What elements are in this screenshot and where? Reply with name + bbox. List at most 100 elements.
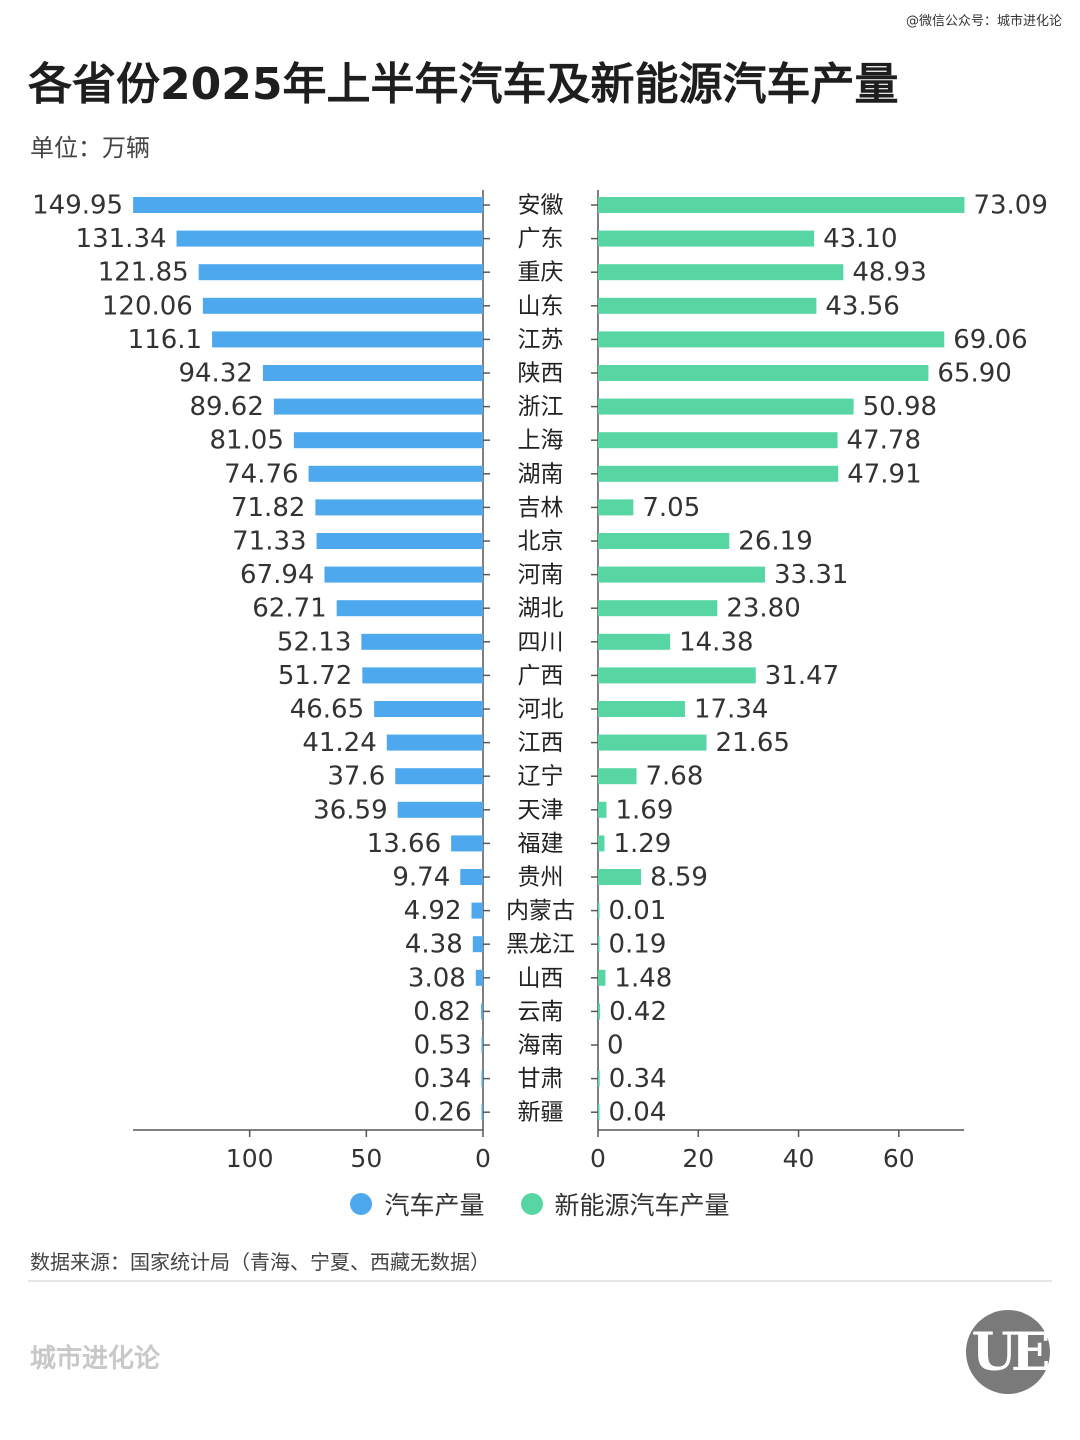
car-value-label: 121.85 — [98, 258, 189, 288]
nev-bar — [598, 1070, 600, 1087]
right-x-tick-label: 20 — [682, 1144, 714, 1173]
nev-bar — [598, 365, 929, 381]
nev-bar — [598, 533, 730, 549]
nev-value-label: 7.68 — [646, 762, 704, 792]
right-x-tick-label: 60 — [883, 1144, 915, 1173]
province-label: 河北 — [518, 697, 564, 723]
nev-bar — [598, 835, 605, 852]
nev-value-label: 47.91 — [847, 459, 921, 489]
legend-item-car: 汽车产量 — [350, 1186, 485, 1222]
car-bar — [481, 1037, 483, 1053]
province-label: 重庆 — [518, 260, 564, 286]
car-bar — [481, 1104, 483, 1121]
nev-bar — [598, 801, 607, 818]
nev-bar — [598, 969, 606, 986]
province-label: 安徽 — [518, 193, 564, 219]
car-bar — [472, 936, 483, 953]
car-bar — [475, 969, 483, 986]
car-bar — [386, 734, 483, 751]
nev-value-label: 31.47 — [765, 661, 839, 691]
car-value-label: 0.34 — [414, 1064, 472, 1094]
province-label: 内蒙古 — [506, 898, 575, 924]
page-title: 各省份2025年上半年汽车及新能源汽车产量 — [28, 59, 899, 110]
nev-value-label: 21.65 — [716, 728, 790, 758]
car-bar — [362, 667, 483, 684]
nev-value-label: 69.06 — [953, 325, 1027, 355]
car-value-label: 52.13 — [277, 627, 351, 657]
province-label: 吉林 — [518, 495, 564, 521]
car-bar — [451, 835, 483, 852]
car-value-label: 0.53 — [414, 1031, 472, 1061]
car-bar — [324, 566, 483, 583]
car-bar — [212, 331, 483, 348]
province-label: 江西 — [518, 730, 564, 756]
car-value-label: 36.59 — [313, 795, 387, 825]
car-value-label: 81.05 — [209, 426, 283, 456]
province-label: 北京 — [518, 529, 564, 555]
car-bar — [202, 297, 484, 314]
nev-bar — [598, 331, 945, 348]
nev-value-label: 0.19 — [609, 930, 667, 960]
province-label: 福建 — [518, 831, 564, 857]
source-note: 数据来源：国家统计局（青海、宁夏、西藏无数据） — [30, 1250, 490, 1274]
car-value-label: 71.33 — [232, 527, 306, 557]
province-label: 湖北 — [518, 596, 564, 622]
unit-label: 单位：万辆 — [30, 134, 150, 162]
nev-value-label: 1.48 — [614, 963, 672, 993]
nev-value-label: 0.42 — [609, 997, 667, 1027]
nev-value-label: 0.01 — [609, 896, 667, 926]
car-bar — [293, 432, 483, 449]
nev-bar — [598, 633, 671, 650]
car-value-label: 62.71 — [252, 594, 326, 624]
nev-value-label: 33.31 — [774, 560, 848, 590]
province-label: 海南 — [518, 1033, 564, 1059]
nev-value-label: 50.98 — [863, 392, 937, 422]
legend: 汽车产量 新能源汽车产量 — [0, 1186, 1080, 1222]
car-value-label: 4.92 — [404, 896, 462, 926]
car-bar — [316, 533, 483, 549]
car-value-label: 120.06 — [102, 291, 193, 321]
left-x-tick-label: 50 — [350, 1144, 382, 1173]
car-bar — [315, 499, 483, 516]
nev-bar — [598, 734, 707, 751]
province-label: 贵州 — [518, 865, 564, 891]
car-value-label: 67.94 — [240, 560, 314, 590]
nev-bar — [598, 936, 600, 953]
car-bar — [361, 633, 483, 650]
nev-bar — [598, 869, 642, 885]
car-bar — [397, 801, 483, 818]
nev-value-label: 17.34 — [694, 695, 768, 725]
nev-bar — [598, 566, 766, 583]
nev-bar — [598, 465, 839, 482]
nev-bar — [598, 264, 844, 281]
car-value-label: 74.76 — [224, 459, 298, 489]
car-bar — [198, 264, 483, 281]
car-value-label: 0.82 — [413, 997, 471, 1027]
car-value-label: 131.34 — [76, 224, 167, 254]
logo-mark: UE — [971, 1321, 1051, 1383]
car-bar — [481, 1003, 483, 1020]
nev-bar — [598, 701, 685, 717]
nev-bar — [598, 499, 634, 516]
car-bar — [273, 398, 483, 415]
car-bar — [481, 1070, 483, 1087]
nev-bar — [598, 768, 637, 785]
province-label: 湖南 — [518, 461, 564, 487]
butterfly-bar-chart: 149.95 73.09 安徽 131.34 43.10 广东 121.85 48.93 重庆 1… — [32, 190, 1048, 1173]
nev-bar — [598, 667, 756, 684]
legend-label-nev: 新能源汽车产量 — [554, 1191, 730, 1220]
car-bar — [460, 869, 483, 885]
nev-value-label: 8.59 — [650, 863, 708, 893]
nev-bar — [598, 902, 600, 919]
province-label: 江苏 — [518, 327, 564, 353]
nev-bar — [598, 197, 965, 213]
car-value-label: 13.66 — [367, 829, 441, 859]
province-label: 辽宁 — [518, 764, 564, 790]
car-bar — [336, 600, 483, 617]
nev-bar — [598, 1104, 600, 1121]
car-value-label: 3.08 — [408, 963, 466, 993]
wechat-credit: @微信公众号：城市进化论 — [905, 14, 1062, 29]
nev-value-label: 43.10 — [823, 224, 897, 254]
legend-dot-nev — [520, 1193, 543, 1215]
nev-value-label: 7.05 — [642, 493, 700, 523]
